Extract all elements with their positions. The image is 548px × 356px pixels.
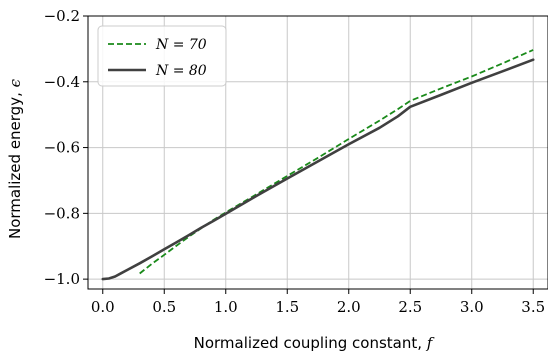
x-axis-label-symbol: f bbox=[426, 334, 435, 352]
legend-label: N = 80 bbox=[155, 63, 207, 79]
y-axis-ticks: −1.0 −0.8 −0.6 −0.4 −0.2 bbox=[44, 7, 88, 288]
x-axis-label: Normalized coupling constant, f bbox=[194, 334, 435, 352]
x-tick-label: 2.0 bbox=[337, 298, 361, 316]
series-line-1 bbox=[139, 49, 534, 275]
x-axis-label-text: Normalized coupling constant, bbox=[194, 334, 427, 352]
x-tick-label: 3.0 bbox=[460, 298, 484, 316]
series-line-2 bbox=[101, 58, 535, 281]
y-tick-label: −0.8 bbox=[44, 204, 80, 222]
y-tick-label: −0.2 bbox=[44, 7, 80, 25]
y-axis-label-text: Normalized energy, bbox=[6, 87, 24, 239]
x-axis-ticks: 0.0 0.5 1.0 1.5 2.0 2.5 3.0 3.5 bbox=[91, 289, 545, 316]
y-tick-label: −1.0 bbox=[44, 270, 80, 288]
y-tick-label: −0.4 bbox=[44, 73, 80, 91]
x-tick-label: 1.0 bbox=[214, 298, 238, 316]
legend-label: N = 70 bbox=[155, 37, 207, 53]
x-tick-label: 2.5 bbox=[398, 298, 422, 316]
y-axis-label: Normalized energy, ϵ bbox=[6, 78, 24, 239]
x-tick-label: 0.0 bbox=[91, 298, 115, 316]
legend: N = 70 N = 80 bbox=[97, 25, 227, 87]
y-tick-label: −0.6 bbox=[44, 139, 80, 157]
x-tick-label: 0.5 bbox=[152, 298, 176, 316]
plot-frame bbox=[87, 15, 548, 290]
y-axis-label-symbol: ϵ bbox=[6, 78, 24, 87]
x-tick-label: 3.5 bbox=[521, 298, 545, 316]
series-lines bbox=[101, 49, 535, 281]
x-tick-label: 1.5 bbox=[275, 298, 299, 316]
